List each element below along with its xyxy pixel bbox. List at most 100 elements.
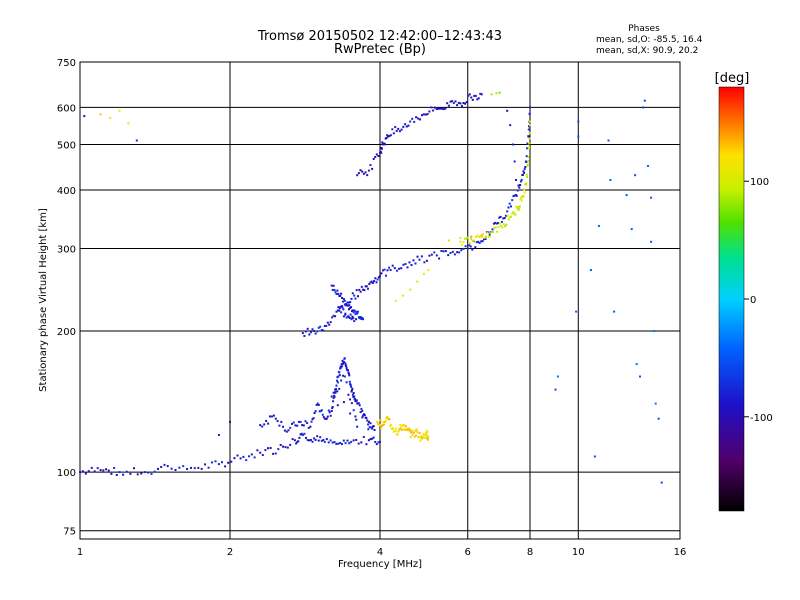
echo-point: [129, 472, 132, 475]
echo-point: [377, 423, 380, 426]
echo-point: [338, 371, 341, 374]
echo-point: [395, 427, 397, 430]
echo-point: [442, 108, 445, 111]
echo-point: [347, 372, 350, 375]
y-tick-label: 500: [57, 141, 76, 152]
echo-point: [335, 442, 338, 445]
echo-point: [303, 335, 306, 337]
echo-point: [425, 259, 428, 262]
echo-point: [217, 463, 220, 466]
echo-point: [518, 186, 521, 189]
x-tick-label: 6: [465, 547, 471, 558]
echo-point: [193, 467, 196, 470]
echo-point: [422, 272, 425, 275]
echo-point: [334, 291, 337, 294]
echo-point: [372, 425, 375, 428]
echo-point: [523, 188, 526, 191]
echo-point: [345, 316, 348, 319]
echo-point: [380, 272, 383, 275]
echo-point: [400, 128, 403, 131]
echo-point: [342, 298, 345, 301]
echo-point: [495, 92, 498, 95]
echo-point: [447, 239, 450, 242]
echo-point: [464, 237, 467, 240]
echo-point: [357, 310, 359, 313]
echo-point: [526, 147, 529, 150]
echo-point: [410, 431, 413, 434]
echo-point: [392, 427, 395, 430]
echo-point: [360, 441, 363, 444]
echo-point: [239, 457, 242, 460]
echo-point: [391, 264, 394, 267]
echo-point: [308, 439, 311, 442]
chart-subtitle: RwPretec (Bp): [334, 42, 426, 57]
echo-point: [630, 228, 633, 231]
echo-point: [411, 117, 414, 120]
echo-point: [352, 317, 355, 320]
echo-point: [449, 252, 452, 254]
echo-point: [507, 218, 510, 221]
echo-point: [520, 196, 523, 199]
echo-point: [412, 431, 415, 434]
echo-point: [367, 287, 369, 290]
echo-point: [326, 321, 329, 324]
echo-point: [367, 439, 370, 442]
echo-point: [170, 467, 173, 470]
echo-point: [221, 461, 223, 464]
echo-point: [344, 313, 347, 316]
echo-point: [256, 449, 259, 452]
echo-point: [304, 420, 307, 423]
echo-point: [354, 397, 356, 400]
echo-point: [635, 363, 638, 366]
echo-point: [342, 308, 345, 311]
echo-point: [367, 428, 370, 431]
colorbar-tick-label: -100: [750, 413, 773, 424]
echo-point: [350, 297, 353, 300]
echo-point: [296, 441, 299, 444]
echo-point: [369, 438, 372, 441]
echo-point: [269, 415, 271, 418]
echo-point: [422, 433, 425, 436]
echo-point: [493, 226, 496, 229]
echo-point: [459, 240, 462, 243]
echo-point: [313, 330, 316, 332]
echo-point: [264, 449, 267, 452]
echo-point: [143, 471, 146, 474]
echo-point: [336, 404, 339, 407]
echo-point: [332, 397, 335, 400]
echo-point: [351, 387, 354, 390]
echo-point: [394, 430, 397, 433]
echo-point: [423, 261, 426, 264]
echo-point: [369, 164, 372, 167]
echo-point: [337, 442, 340, 445]
echo-point: [362, 414, 365, 417]
echo-point: [374, 441, 377, 443]
echo-point: [490, 93, 493, 96]
echo-point: [385, 417, 388, 419]
echo-point: [316, 330, 319, 333]
echo-point: [190, 466, 192, 469]
echo-point: [451, 100, 454, 103]
echo-point: [102, 469, 105, 472]
echo-point: [250, 453, 253, 456]
echo-point: [354, 415, 357, 418]
echo-point: [374, 277, 377, 280]
echo-point: [399, 424, 402, 427]
echo-point: [422, 113, 425, 116]
echo-point: [482, 233, 485, 236]
echo-point: [341, 359, 344, 362]
echo-point: [350, 318, 353, 321]
echo-point: [323, 440, 326, 443]
echo-point: [153, 470, 156, 473]
echo-point: [350, 402, 353, 405]
echo-point: [315, 404, 318, 406]
echo-point: [354, 297, 357, 300]
echo-point: [388, 418, 391, 421]
echo-point: [359, 290, 362, 293]
echo-point: [528, 142, 531, 145]
echo-point: [487, 235, 490, 238]
echo-point: [353, 294, 356, 297]
echo-point: [325, 417, 328, 420]
echo-point: [330, 395, 333, 398]
echo-point: [317, 403, 320, 406]
